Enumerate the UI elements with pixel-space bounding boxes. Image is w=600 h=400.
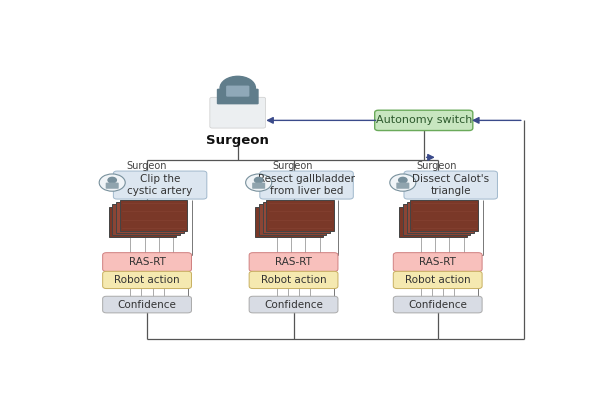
Circle shape: [99, 174, 125, 191]
Text: Confidence: Confidence: [408, 300, 467, 310]
FancyBboxPatch shape: [393, 271, 482, 288]
Text: Confidence: Confidence: [118, 300, 176, 310]
FancyBboxPatch shape: [263, 202, 330, 233]
Circle shape: [390, 174, 416, 191]
Text: RAS-RT: RAS-RT: [275, 257, 312, 267]
FancyBboxPatch shape: [226, 86, 250, 97]
Text: Robot action: Robot action: [261, 275, 326, 285]
Text: Surgeon: Surgeon: [206, 134, 269, 147]
Text: Dissect Calot's
triangle: Dissect Calot's triangle: [412, 174, 489, 196]
Text: Autonomy switch: Autonomy switch: [376, 115, 472, 125]
Text: Surgeon: Surgeon: [417, 160, 457, 170]
FancyBboxPatch shape: [393, 253, 482, 272]
Text: RAS-RT: RAS-RT: [419, 257, 456, 267]
FancyBboxPatch shape: [407, 202, 474, 233]
FancyBboxPatch shape: [106, 182, 119, 189]
FancyBboxPatch shape: [116, 202, 184, 233]
Text: Clip the
cystic artery: Clip the cystic artery: [127, 174, 193, 196]
FancyBboxPatch shape: [259, 204, 326, 235]
Text: Robot action: Robot action: [405, 275, 470, 285]
Text: Resect gallbladder
from liver bed: Resect gallbladder from liver bed: [258, 174, 355, 196]
FancyBboxPatch shape: [249, 253, 338, 272]
FancyBboxPatch shape: [120, 200, 187, 231]
Circle shape: [245, 174, 272, 191]
FancyBboxPatch shape: [217, 89, 259, 104]
FancyBboxPatch shape: [249, 296, 338, 313]
FancyBboxPatch shape: [260, 171, 353, 199]
FancyBboxPatch shape: [252, 182, 265, 189]
FancyBboxPatch shape: [266, 200, 334, 231]
FancyBboxPatch shape: [103, 253, 191, 272]
Text: RAS-RT: RAS-RT: [128, 257, 166, 267]
FancyBboxPatch shape: [103, 296, 191, 313]
FancyBboxPatch shape: [393, 296, 482, 313]
Text: Robot action: Robot action: [114, 275, 180, 285]
Text: Confidence: Confidence: [264, 300, 323, 310]
FancyBboxPatch shape: [255, 207, 323, 238]
Text: Surgeon: Surgeon: [126, 160, 167, 170]
FancyBboxPatch shape: [374, 110, 473, 130]
Circle shape: [254, 177, 263, 183]
FancyBboxPatch shape: [112, 204, 180, 235]
FancyBboxPatch shape: [397, 182, 409, 189]
FancyBboxPatch shape: [113, 171, 207, 199]
Circle shape: [398, 177, 407, 183]
FancyBboxPatch shape: [103, 271, 191, 288]
FancyBboxPatch shape: [404, 171, 497, 199]
Circle shape: [108, 177, 116, 183]
FancyBboxPatch shape: [109, 207, 176, 238]
FancyBboxPatch shape: [210, 97, 266, 128]
FancyBboxPatch shape: [249, 271, 338, 288]
Text: Surgeon: Surgeon: [272, 160, 313, 170]
Circle shape: [220, 76, 256, 100]
FancyBboxPatch shape: [403, 204, 470, 235]
FancyBboxPatch shape: [410, 200, 478, 231]
FancyBboxPatch shape: [400, 207, 467, 238]
